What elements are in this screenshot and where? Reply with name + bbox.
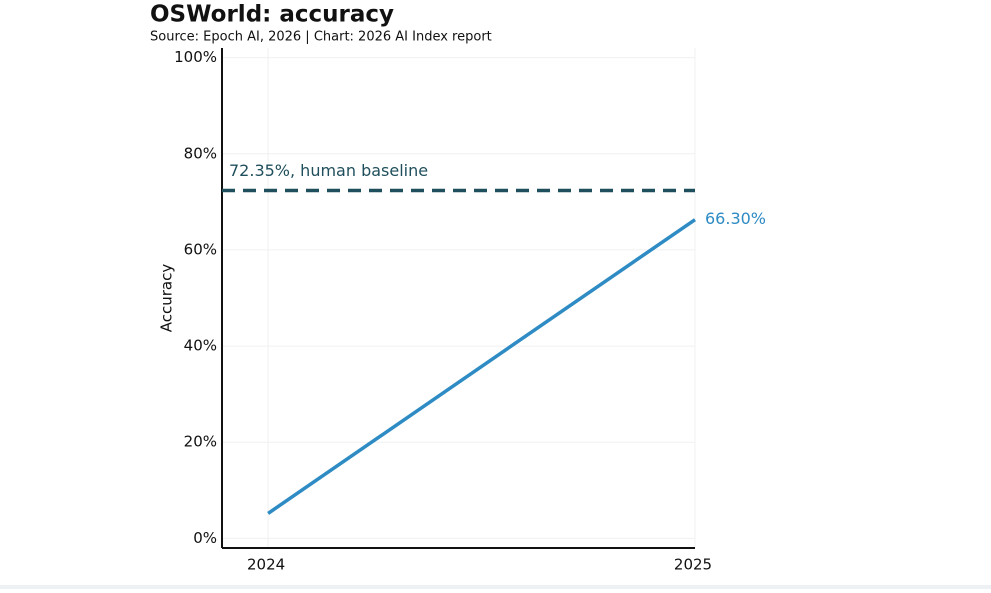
line [267, 218, 696, 515]
y-tick-label: 20% [184, 433, 217, 451]
x-tick-label: 2025 [674, 556, 712, 574]
baseline-label: 72.35%, human baseline [229, 161, 428, 180]
chart-title: OSWorld: accuracy [150, 2, 394, 28]
y-tick-label: 40% [184, 337, 217, 355]
y-tick-label: 0% [193, 529, 217, 547]
y-tick-label: 80% [184, 144, 217, 162]
x-tick-label: 2024 [247, 556, 285, 574]
y-tick-label: 60% [184, 240, 217, 258]
footer-strip [0, 585, 991, 589]
value-label: 66.30% [705, 209, 766, 228]
y-axis-label: Accuracy [158, 264, 176, 333]
y-tick-label: 100% [174, 48, 217, 66]
chart-subtitle: Source: Epoch AI, 2026 | Chart: 2026 AI … [150, 30, 492, 45]
